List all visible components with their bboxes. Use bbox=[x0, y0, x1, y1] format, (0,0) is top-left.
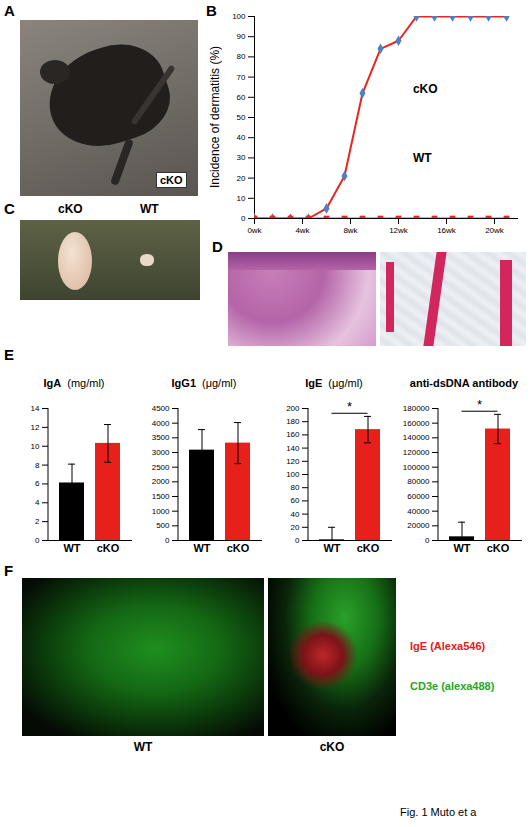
svg-text:120: 120 bbox=[286, 457, 300, 466]
svg-text:60: 60 bbox=[237, 93, 246, 102]
svg-text:160: 160 bbox=[286, 430, 300, 439]
svg-text:WT: WT bbox=[413, 151, 432, 165]
svg-text:2500: 2500 bbox=[152, 463, 170, 472]
svg-text:20: 20 bbox=[291, 523, 300, 532]
html-text:cKO: cKO bbox=[160, 174, 183, 186]
svg-text:100000: 100000 bbox=[403, 463, 430, 472]
html-text:A: A bbox=[4, 2, 15, 19]
svg-text:80: 80 bbox=[291, 483, 300, 492]
html-text:anti-dsDNA antibody: anti-dsDNA antibody bbox=[409, 377, 519, 389]
html-text:D: D bbox=[212, 238, 223, 255]
svg-text:100: 100 bbox=[232, 12, 246, 21]
svg-text:WT: WT bbox=[453, 542, 470, 554]
svg-text:0: 0 bbox=[295, 536, 300, 545]
html-text:CD3e (alexa488): CD3e (alexa488) bbox=[410, 680, 495, 692]
svg-text:200: 200 bbox=[286, 404, 300, 413]
svg-text:2: 2 bbox=[35, 517, 40, 526]
svg-text:12wk: 12wk bbox=[389, 226, 409, 235]
svg-text:20wk: 20wk bbox=[485, 226, 505, 235]
svg-text:cKO: cKO bbox=[97, 542, 120, 554]
svg-text:140: 140 bbox=[286, 444, 300, 453]
svg-text:*: * bbox=[347, 399, 352, 414]
svg-text:16wk: 16wk bbox=[437, 226, 457, 235]
svg-text:1500: 1500 bbox=[152, 492, 170, 501]
svg-text:2000: 2000 bbox=[152, 477, 170, 486]
svg-text:0wk: 0wk bbox=[247, 226, 262, 235]
svg-text:WT: WT bbox=[63, 542, 80, 554]
svg-text:cKO: cKO bbox=[487, 542, 510, 554]
html-text:E: E bbox=[4, 346, 14, 363]
svg-text:40: 40 bbox=[291, 510, 300, 519]
svg-text:14: 14 bbox=[31, 404, 40, 413]
svg-text:WT: WT bbox=[193, 542, 210, 554]
html-text:Incidence of dermatitis (%): Incidence of dermatitis (%) bbox=[208, 46, 222, 188]
html-text:WT: WT bbox=[133, 740, 153, 754]
svg-text:70: 70 bbox=[237, 73, 246, 82]
svg-text:180: 180 bbox=[286, 417, 300, 426]
svg-text:90: 90 bbox=[237, 32, 246, 41]
svg-text:40000: 40000 bbox=[407, 507, 430, 516]
svg-text:40: 40 bbox=[237, 133, 246, 142]
svg-text:3000: 3000 bbox=[152, 448, 170, 457]
svg-text:60000: 60000 bbox=[407, 492, 430, 501]
svg-text:50: 50 bbox=[237, 113, 246, 122]
svg-text:10: 10 bbox=[31, 442, 40, 451]
svg-text:0: 0 bbox=[35, 536, 40, 545]
svg-text:1000: 1000 bbox=[152, 507, 170, 516]
svg-text:20: 20 bbox=[237, 174, 246, 183]
html-text:Fig. 1 Muto et a: Fig. 1 Muto et a bbox=[400, 806, 477, 818]
svg-text:60: 60 bbox=[291, 496, 300, 505]
svg-text:0: 0 bbox=[165, 536, 170, 545]
html-text:C: C bbox=[4, 200, 15, 217]
svg-text:80: 80 bbox=[237, 52, 246, 61]
svg-text:cKO: cKO bbox=[357, 542, 380, 554]
html-text:cKO: cKO bbox=[319, 740, 345, 754]
html-text:IgG1: IgG1 bbox=[171, 377, 196, 389]
svg-text:80000: 80000 bbox=[407, 477, 430, 486]
svg-text:6: 6 bbox=[35, 479, 40, 488]
svg-text:180000: 180000 bbox=[403, 404, 430, 413]
html-text:(μg/ml): (μg/ml) bbox=[328, 377, 363, 389]
svg-text:500: 500 bbox=[156, 521, 170, 530]
html-text:(μg/ml): (μg/ml) bbox=[202, 377, 237, 389]
svg-text:8wk: 8wk bbox=[343, 226, 358, 235]
svg-text:100: 100 bbox=[286, 470, 300, 479]
html-text:(mg/ml): (mg/ml) bbox=[67, 377, 105, 389]
html-text:IgE (Alexa546): IgE (Alexa546) bbox=[410, 640, 486, 652]
svg-text:12: 12 bbox=[31, 423, 40, 432]
html-text:F: F bbox=[4, 562, 14, 579]
html-text:cKO: cKO bbox=[58, 202, 83, 216]
svg-text:3500: 3500 bbox=[152, 433, 170, 442]
svg-text:0: 0 bbox=[425, 536, 430, 545]
svg-text:140000: 140000 bbox=[403, 433, 430, 442]
svg-text:*: * bbox=[477, 397, 482, 412]
svg-text:0: 0 bbox=[241, 214, 246, 223]
svg-text:8: 8 bbox=[35, 461, 40, 470]
html-text:IgE: IgE bbox=[305, 377, 323, 389]
svg-text:10: 10 bbox=[237, 194, 246, 203]
svg-text:cKO: cKO bbox=[227, 542, 250, 554]
html-text:WT: WT bbox=[140, 202, 159, 216]
svg-text:4500: 4500 bbox=[152, 404, 170, 413]
html-text:B: B bbox=[206, 2, 217, 19]
svg-text:WT: WT bbox=[323, 542, 340, 554]
svg-text:30: 30 bbox=[237, 153, 246, 162]
svg-text:20000: 20000 bbox=[407, 521, 430, 530]
html-text:IgA: IgA bbox=[43, 377, 62, 389]
svg-text:4: 4 bbox=[35, 498, 40, 507]
svg-text:4000: 4000 bbox=[152, 419, 170, 428]
svg-text:120000: 120000 bbox=[403, 448, 430, 457]
svg-text:4wk: 4wk bbox=[295, 226, 310, 235]
svg-text:160000: 160000 bbox=[403, 419, 430, 428]
svg-text:cKO: cKO bbox=[413, 82, 438, 96]
